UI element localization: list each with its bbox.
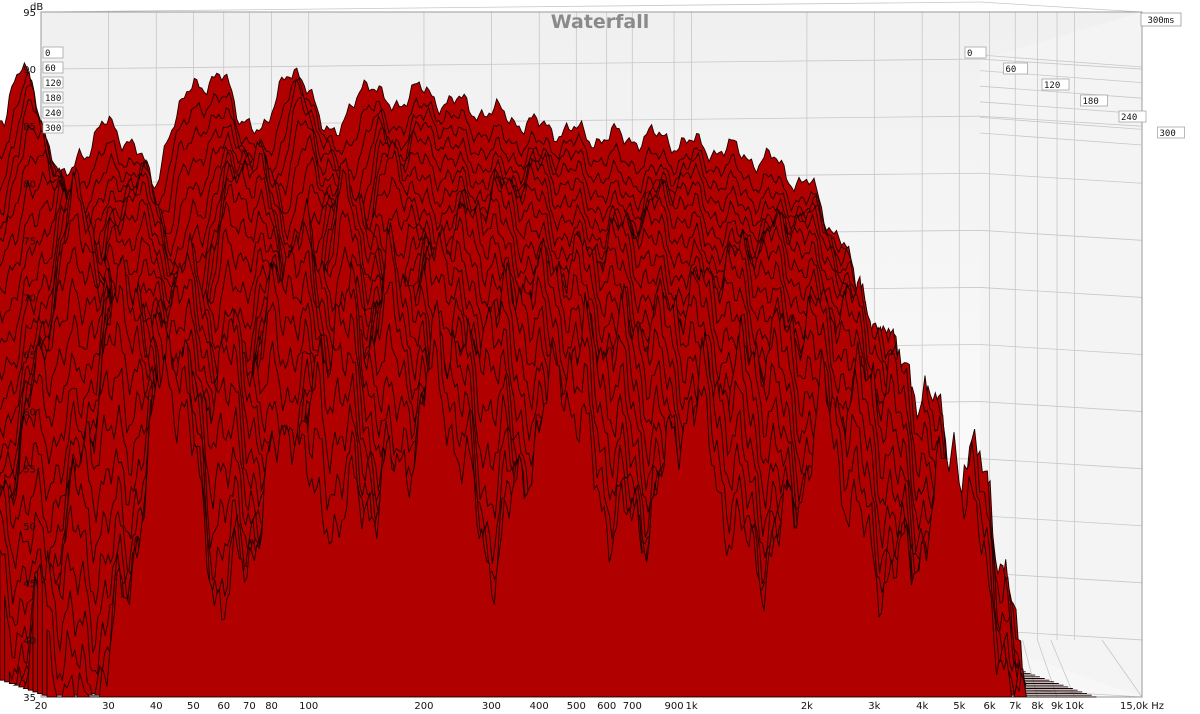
x-tick-label: 50	[187, 701, 200, 712]
grid-line-time	[979, 117, 1143, 130]
time-tick-box-right	[1080, 94, 1108, 107]
time-tick-label-right: 300	[1160, 129, 1176, 139]
y-tick-label: 80	[23, 179, 36, 190]
x-tick-label: 500	[567, 701, 586, 712]
grid-line-floor	[1037, 639, 1058, 698]
time-tick-box-right	[964, 46, 987, 59]
x-tick-label: 1k	[686, 701, 698, 712]
grid-line-time	[979, 85, 1143, 99]
x-tick-label: 700	[623, 701, 642, 712]
x-tick-label: 300	[482, 701, 501, 712]
grid-line-time	[979, 101, 1143, 115]
x-tick-label: 80	[265, 701, 278, 712]
time-tick-box-right	[1157, 126, 1185, 139]
grid-line-time	[979, 54, 1143, 68]
grid-line-db-wall	[979, 401, 1143, 412]
grid-line-db	[40, 1, 981, 13]
grid-line-db-wall	[979, 458, 1143, 470]
grid-line-db-wall	[979, 287, 1143, 298]
y-tick-label: 95	[23, 8, 36, 19]
time-tick-box-left	[42, 91, 64, 104]
y-tick-label: 75	[23, 236, 36, 247]
x-tick-label: 3k	[868, 701, 880, 712]
y-tick-label: 35	[23, 693, 36, 704]
grid-line-db-wall	[979, 344, 1143, 355]
y-tick-label: 40	[23, 636, 36, 647]
time-tick-label-right: 60	[1006, 65, 1017, 75]
y-tick-label: 50	[23, 522, 36, 533]
time-tick-box-left	[42, 76, 64, 89]
x-tick-label: 4k	[916, 701, 928, 712]
waterfall-slice-34	[46, 339, 1097, 698]
y-tick-label: 60	[23, 408, 36, 419]
time-tick-label-right: 180	[1083, 97, 1099, 107]
time-tick-label-left: 300	[45, 124, 61, 134]
time-tick-box-left	[42, 121, 64, 134]
chart-title: Waterfall	[551, 11, 650, 33]
y-tick-label: 65	[23, 351, 36, 362]
grid-line-db	[40, 58, 981, 70]
x-tick-label: 2k	[801, 701, 813, 712]
grid-line-floor	[1022, 639, 1038, 698]
axis-labels: 35 40 45 50 55 60 65 70 75 80 85 90 95 20 30 40 50 60 70 80…	[23, 8, 1185, 712]
time-tick-label-right: 0	[967, 49, 972, 59]
time-tick-label-left: 60	[45, 64, 56, 74]
x-tick-label: 9k	[1051, 701, 1063, 712]
time-tick-label-left: 180	[45, 94, 61, 104]
time-tick-label-left: 120	[45, 79, 61, 89]
y-tick-label: 90	[23, 65, 36, 76]
time-tick-box-right	[1041, 78, 1070, 91]
x-tick-label: 7k	[1009, 701, 1021, 712]
time-tick-box-right	[1003, 62, 1028, 75]
y-tick-label: 85	[23, 122, 36, 133]
time-axis-label: 300ms	[1147, 16, 1174, 26]
x-tick-label: 10k	[1065, 701, 1084, 712]
x-tick-label: 15,0k Hz	[1120, 701, 1164, 712]
y-tick-label: 45	[23, 579, 36, 590]
x-tick-label: 100	[299, 701, 318, 712]
time-tick-box-left	[42, 61, 64, 74]
x-tick-label: 8k	[1031, 701, 1043, 712]
grid-line-db-wall	[979, 515, 1143, 527]
waterfall-slices	[0, 61, 1097, 698]
grid-line-db-wall	[979, 1, 1143, 13]
time-tick-label-left: 0	[45, 49, 50, 59]
grid-line-time	[979, 132, 1143, 146]
time-tick-label-left: 240	[45, 109, 61, 119]
right-wall-plane	[980, 12, 1142, 697]
x-tick-label: 6k	[984, 701, 996, 712]
x-tick-label: 200	[414, 701, 433, 712]
time-tick-label-right: 240	[1121, 113, 1137, 123]
time-tick-box-left	[42, 106, 64, 119]
y-tick-label: 55	[23, 465, 36, 476]
x-tick-label: 40	[150, 701, 163, 712]
time-tick-box-right	[1118, 110, 1147, 123]
y-tick-label: 70	[23, 293, 36, 304]
x-tick-label: 30	[102, 701, 115, 712]
grid-line-db-wall	[979, 115, 1143, 127]
grid-line-db-wall	[979, 172, 1143, 184]
y-axis-unit-label: dB	[30, 2, 43, 13]
x-tick-label: 900	[665, 701, 684, 712]
x-tick-label: 60	[217, 701, 230, 712]
x-tick-label: 5k	[953, 701, 965, 712]
grid-line-db-wall	[979, 58, 1143, 70]
x-tick-label: 600	[597, 701, 616, 712]
grid-line-floor	[1101, 639, 1143, 698]
x-tick-label: 400	[530, 701, 549, 712]
x-tick-label: 20	[35, 701, 48, 712]
x-tick-label: 70	[243, 701, 256, 712]
time-tick-box-left	[42, 46, 64, 59]
time-tick-label-right: 120	[1044, 81, 1060, 91]
time-axis-label-box: 300ms	[1140, 12, 1182, 27]
grid-line-floor	[1050, 639, 1075, 698]
grid-line-db-wall	[979, 229, 1143, 241]
